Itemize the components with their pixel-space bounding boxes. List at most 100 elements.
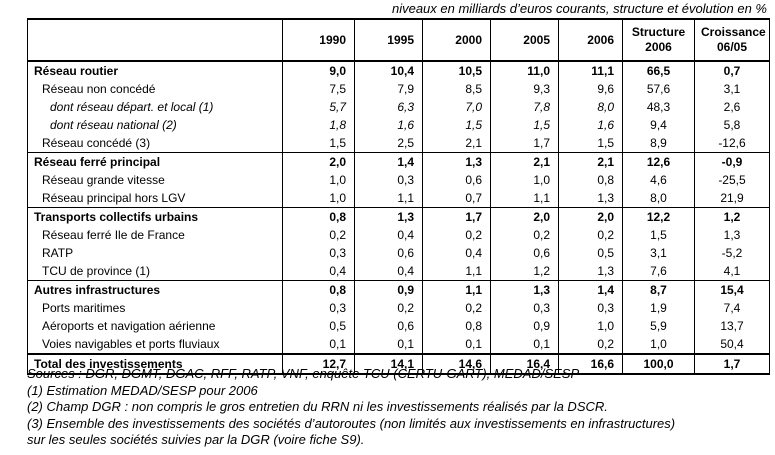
croissance-cell: 0,7 <box>694 61 770 80</box>
value-cell-2006: 1,6 <box>558 116 623 134</box>
value-cell-2000: 1,7 <box>422 207 491 226</box>
structure-cell: 9,4 <box>622 116 695 134</box>
category-row: Transports collectifs urbains 0,8 1,3 1,7 2,… <box>27 207 770 226</box>
table-row: Réseau non concédé 7,5 7,9 8,5 9,3 9,6 57,6 3,1 <box>27 80 770 98</box>
croissance-cell: 1,3 <box>694 226 770 244</box>
value-cell-2006: 2,1 <box>558 152 623 171</box>
croissance-cell: 3,1 <box>694 80 770 98</box>
row-label: Transports collectifs urbains <box>27 207 283 226</box>
value-cell-1995: 6,3 <box>354 98 423 116</box>
value-cell-2000: 8,5 <box>422 80 491 98</box>
row-label: Autres infrastructures <box>27 280 283 299</box>
value-cell-1990: 1,0 <box>282 189 355 208</box>
value-cell-1990: 0,4 <box>282 262 355 281</box>
croissance-cell: -5,2 <box>694 244 770 262</box>
croissance-cell: 50,4 <box>694 335 770 354</box>
value-cell-1990: 7,5 <box>282 80 355 98</box>
structure-cell: 3,1 <box>622 244 695 262</box>
croissance-cell: -25,5 <box>694 171 770 189</box>
value-cell-1990: 9,0 <box>282 61 355 80</box>
value-cell-1990: 1,8 <box>282 116 355 134</box>
croissance-cell: 15,4 <box>694 280 770 299</box>
category-row: Réseau ferré principal 2,0 1,4 1,3 2,1 2,1 12,… <box>27 152 770 171</box>
value-cell-2000: 1,5 <box>422 116 491 134</box>
croissance-cell: -0,9 <box>694 152 770 171</box>
value-cell-2000: 7,0 <box>422 98 491 116</box>
value-cell-2005: 1,3 <box>490 280 559 299</box>
value-cell-1990: 1,5 <box>282 134 355 153</box>
header-year-1995: 1995 <box>354 18 423 62</box>
value-cell-1995: 14,1 <box>354 353 423 375</box>
value-cell-2005: 7,8 <box>490 98 559 116</box>
value-cell-2006: 1,3 <box>558 189 623 208</box>
header-structure-line2: 2006 <box>645 40 672 54</box>
value-cell-2005: 16,4 <box>490 353 559 375</box>
value-cell-2000: 1,1 <box>422 280 491 299</box>
value-cell-2000: 0,7 <box>422 189 491 208</box>
croissance-cell: 7,4 <box>694 299 770 317</box>
value-cell-2000: 10,5 <box>422 61 491 80</box>
table-row: Réseau principal hors LGV 1,0 1,1 0,7 1,1 1,3… <box>27 189 770 208</box>
value-cell-2005: 1,5 <box>490 116 559 134</box>
row-label: Ports maritimes <box>27 299 283 317</box>
value-cell-1995: 0,4 <box>354 226 423 244</box>
value-cell-1990: 0,5 <box>282 317 355 335</box>
structure-cell: 100,0 <box>622 353 695 375</box>
croissance-cell: 1,2 <box>694 207 770 226</box>
footnote-sources: Sources : DGR, DGMT, DGAC, RFF, RATP, VN… <box>27 366 580 381</box>
structure-cell: 1,5 <box>622 226 695 244</box>
table-row: Voies navigables et ports fluviaux 0,1 0,1… <box>27 335 770 354</box>
structure-cell: 57,6 <box>622 80 695 98</box>
value-cell-2000: 0,1 <box>422 335 491 354</box>
value-cell-2006: 0,2 <box>558 335 623 354</box>
value-cell-2006: 2,0 <box>558 207 623 226</box>
structure-cell: 1,9 <box>622 299 695 317</box>
footnote-1: (1) Estimation MEDAD/SESP pour 2006 <box>27 382 258 398</box>
value-cell-2005: 0,3 <box>490 299 559 317</box>
structure-cell: 66,5 <box>622 61 695 80</box>
croissance-cell: 5,8 <box>694 116 770 134</box>
value-cell-2006: 1,3 <box>558 262 623 281</box>
table-row: Réseau grande vitesse 1,0 0,3 0,6 1,0 0,8 4,6-… <box>27 171 770 189</box>
value-cell-1990: 0,1 <box>282 335 355 354</box>
table-row: Réseau ferré Ile de France 0,2 0,4 0,2 0,2 0,… <box>27 226 770 244</box>
croissance-cell: 21,9 <box>694 189 770 208</box>
header-year-2006: 2006 <box>558 18 623 62</box>
row-label: Réseau grande vitesse <box>27 171 283 189</box>
value-cell-2006: 11,1 <box>558 61 623 80</box>
value-cell-1995: 0,6 <box>354 317 423 335</box>
footnote-3-continued: sur les seules sociétés suivies par la D… <box>27 432 365 447</box>
structure-cell: 8,9 <box>622 134 695 153</box>
row-label: Réseau principal hors LGV <box>27 189 283 208</box>
header-row: 1990 1995 2000 2005 2006 Structure 2006 … <box>27 18 770 62</box>
table-row: dont réseau départ. et local (1) 5,7 6,3 7,… <box>27 98 770 116</box>
value-cell-2005: 0,2 <box>490 226 559 244</box>
footnote-2: (2) Champ DGR : non compris le gros entr… <box>27 399 608 414</box>
table-row: Aéroports et navigation aérienne 0,5 0,6 0,… <box>27 317 770 335</box>
value-cell-1990: 2,0 <box>282 152 355 171</box>
table-row: dont réseau national (2) 1,8 1,6 1,5 1,5 1,6 9… <box>27 116 770 134</box>
structure-cell: 12,6 <box>622 152 695 171</box>
value-cell-2006: 0,8 <box>558 171 623 189</box>
structure-cell: 8,0 <box>622 189 695 208</box>
value-cell-2006: 0,3 <box>558 299 623 317</box>
value-cell-2005: 11,0 <box>490 61 559 80</box>
value-cell-1995: 1,6 <box>354 116 423 134</box>
structure-cell: 1,0 <box>622 335 695 354</box>
table-caption: niveaux en milliards d’euros courants, s… <box>391 1 767 16</box>
croissance-cell: 4,1 <box>694 262 770 281</box>
value-cell-2000: 0,2 <box>422 299 491 317</box>
value-cell-1995: 0,4 <box>354 262 423 281</box>
total-row: Total des investissements 12,7 14,1 14,6 16,… <box>27 353 770 375</box>
row-label: Réseau concédé (3) <box>27 134 283 153</box>
value-cell-1995: 0,6 <box>354 244 423 262</box>
category-row: Autres infrastructures 0,8 0,9 1,1 1,3 1,4 8,7… <box>27 280 770 299</box>
value-cell-1995: 7,9 <box>354 80 423 98</box>
structure-cell: 8,7 <box>622 280 695 299</box>
structure-cell: 4,6 <box>622 171 695 189</box>
value-cell-1995: 1,4 <box>354 152 423 171</box>
structure-cell: 48,3 <box>622 98 695 116</box>
value-cell-2000: 2,1 <box>422 134 491 153</box>
header-year-1990: 1990 <box>282 18 355 62</box>
value-cell-2006: 1,0 <box>558 317 623 335</box>
